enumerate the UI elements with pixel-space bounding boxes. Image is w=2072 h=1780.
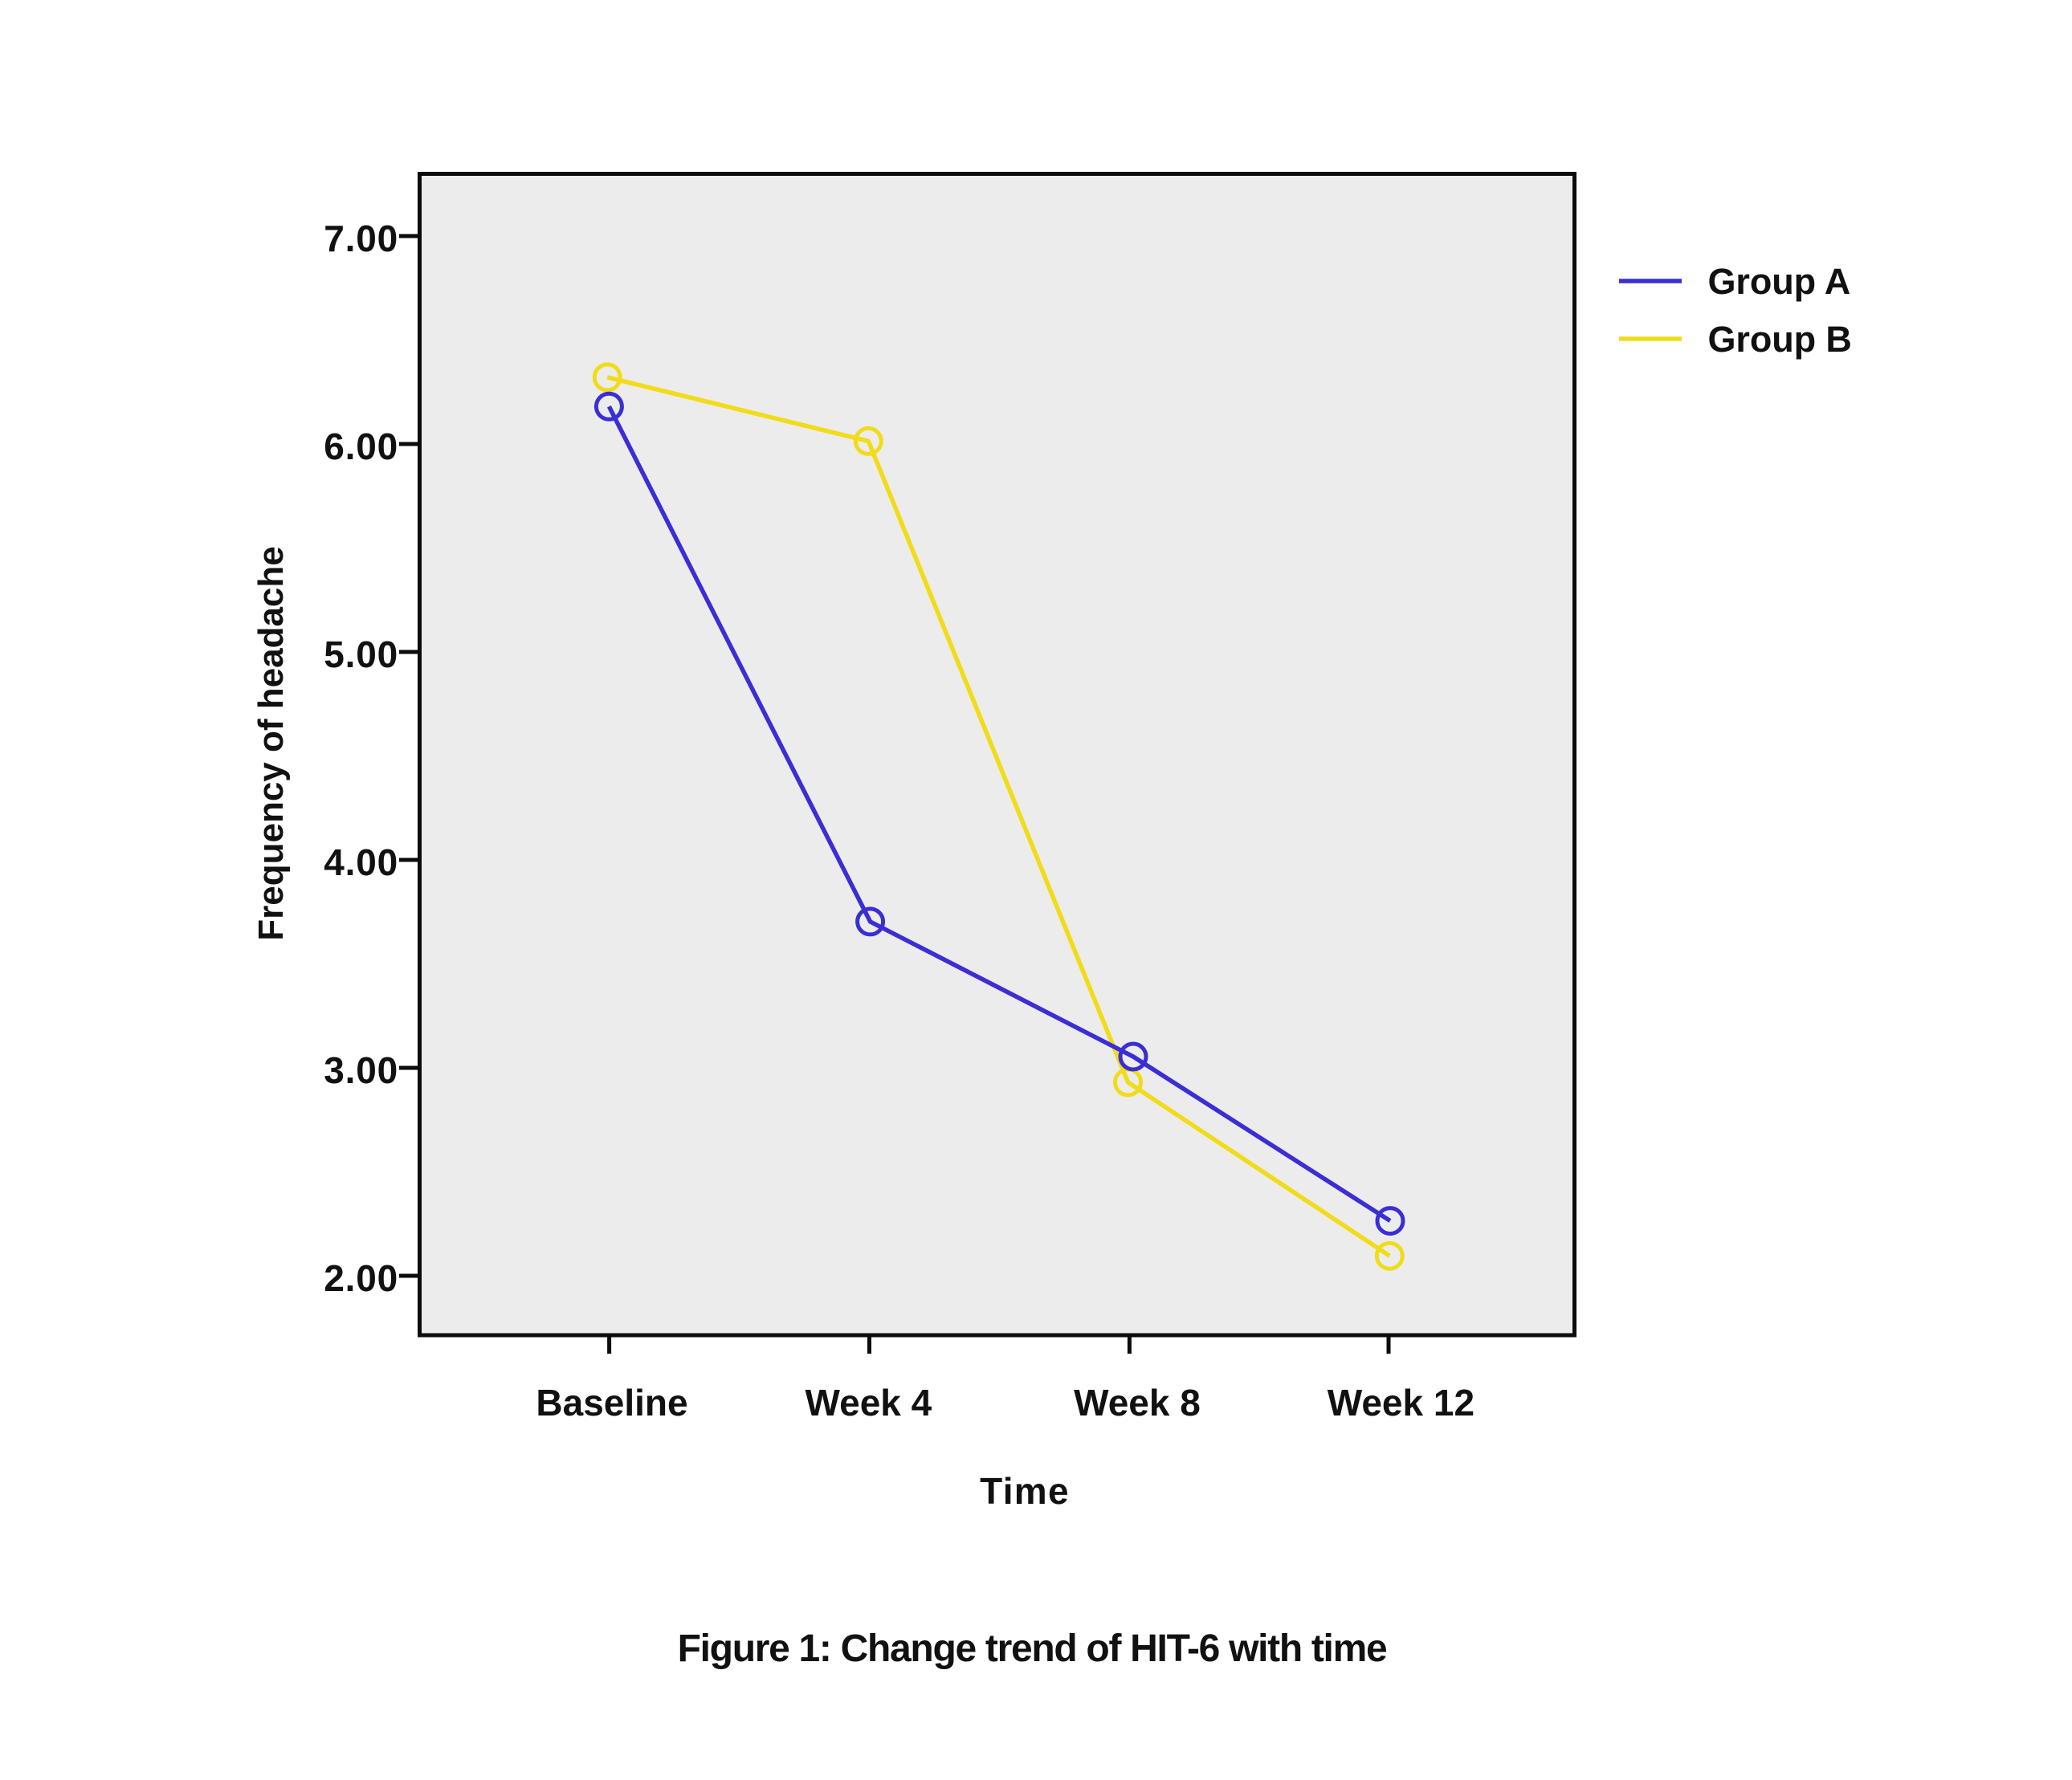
svg-text:Week 8: Week 8 [1074, 1382, 1201, 1424]
svg-text:Figure 1: Change trend of HIT-: Figure 1: Change trend of HIT-6 with tim… [678, 1627, 1387, 1670]
svg-text:Group B: Group B [1708, 319, 1852, 360]
svg-text:4.00: 4.00 [324, 841, 398, 883]
svg-text:Time: Time [980, 1470, 1070, 1512]
svg-text:Group A: Group A [1708, 261, 1851, 302]
svg-text:Frequency of headache: Frequency of headache [251, 546, 291, 940]
svg-text:Week 4: Week 4 [806, 1382, 932, 1424]
svg-text:Baseline: Baseline [536, 1382, 687, 1424]
svg-text:6.00: 6.00 [324, 426, 398, 467]
svg-text:3.00: 3.00 [324, 1049, 398, 1091]
svg-text:7.00: 7.00 [324, 218, 398, 259]
svg-text:5.00: 5.00 [324, 633, 398, 675]
svg-text:Week 12: Week 12 [1328, 1382, 1474, 1424]
svg-text:2.00: 2.00 [324, 1257, 398, 1299]
